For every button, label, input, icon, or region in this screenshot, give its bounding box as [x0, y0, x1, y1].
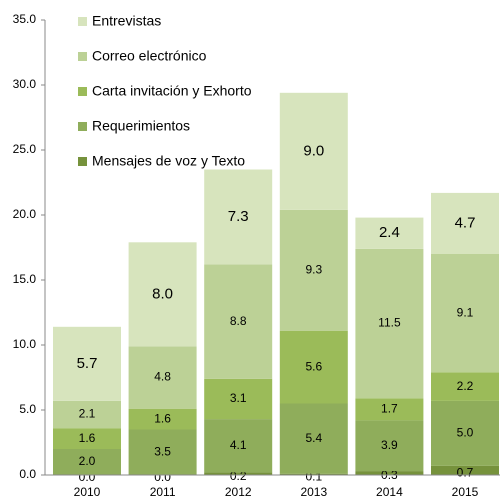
data-label: 3.5: [154, 444, 171, 458]
bar-segment: [204, 264, 273, 379]
x-tick-label: 2011: [150, 485, 176, 498]
x-tick-label: 2015: [452, 485, 479, 498]
y-tick-label: 30.0: [13, 77, 37, 91]
bar-segment: [431, 254, 499, 373]
bar-segment: [355, 420, 424, 472]
bar-segment: [128, 408, 197, 430]
data-label: 2.1: [79, 407, 96, 421]
y-tick-label: 35.0: [13, 12, 37, 26]
data-label: 5.0: [457, 426, 474, 440]
legend-label: Entrevistas: [92, 13, 161, 29]
bar-segment: [128, 242, 197, 347]
legend-swatch: [78, 17, 87, 26]
data-label: 7.3: [228, 208, 249, 225]
legend-swatch: [78, 157, 87, 166]
bar-segment: [431, 400, 499, 466]
bar-segment: [128, 429, 197, 475]
bar-segment: [279, 330, 348, 404]
bar-segment: [355, 248, 424, 399]
data-label: 4.1: [230, 438, 247, 452]
x-tick-label: 2010: [74, 485, 101, 498]
bar-segment: [431, 465, 499, 475]
data-label: 2.4: [379, 224, 400, 241]
data-label: 9.1: [457, 305, 474, 319]
bar-segment: [279, 209, 348, 331]
data-label: 5.6: [305, 359, 322, 373]
bar-segment: [204, 378, 273, 420]
legend-label: Requerimientos: [92, 118, 190, 134]
bar-segment: [53, 326, 121, 401]
data-label: 2.2: [457, 379, 474, 393]
bar-segment: [53, 449, 121, 475]
data-label: 8.8: [230, 314, 247, 328]
legend-swatch: [78, 122, 87, 131]
y-tick-label: 10.0: [13, 337, 37, 351]
bar-segment: [431, 372, 499, 401]
y-tick-label: 20.0: [13, 207, 37, 221]
bar-segment: [204, 472, 273, 475]
bar-segment: [53, 428, 121, 449]
bar-segment: [279, 92, 348, 210]
y-tick-label: 5.0: [19, 402, 36, 416]
data-label: 8.0: [152, 285, 173, 302]
data-label: 5.7: [77, 355, 98, 372]
x-tick-label: 2012: [225, 485, 252, 498]
bar-segment: [355, 471, 424, 475]
bar-segment: [128, 346, 197, 409]
data-label: 4.7: [455, 214, 476, 231]
y-tick-label: 0.0: [19, 467, 36, 481]
data-label: 11.5: [378, 316, 401, 330]
bar-segment: [279, 473, 348, 475]
data-label: 9.3: [305, 262, 322, 276]
data-label: 1.6: [154, 411, 171, 425]
data-label: 9.0: [303, 142, 324, 159]
data-label: 0.7: [457, 466, 474, 480]
bar-segment: [355, 217, 424, 249]
legend-label: Carta invitación y Exhorto: [92, 83, 252, 99]
data-label: 1.7: [381, 402, 398, 416]
legend-label: Correo electrónico: [92, 48, 207, 64]
bar-segment: [355, 398, 424, 421]
y-tick-label: 25.0: [13, 142, 37, 156]
bar-segment: [204, 419, 273, 473]
data-label: 3.9: [381, 438, 398, 452]
x-tick-label: 2014: [376, 485, 403, 498]
data-label: 1.6: [79, 431, 96, 445]
bar-segment: [53, 400, 121, 429]
data-label: 3.1: [230, 391, 247, 405]
bar-segment: [204, 169, 273, 265]
data-label: 2.0: [79, 454, 96, 468]
x-tick-label: 2013: [300, 485, 327, 498]
y-tick-label: 15.0: [13, 272, 37, 286]
data-label: 4.8: [154, 370, 171, 384]
legend-swatch: [78, 87, 87, 96]
legend-swatch: [78, 52, 87, 61]
legend-label: Mensajes de voz y Texto: [92, 153, 245, 169]
data-label: 5.4: [305, 431, 322, 445]
bar-segment: [431, 192, 499, 254]
bar-segment: [279, 403, 348, 474]
